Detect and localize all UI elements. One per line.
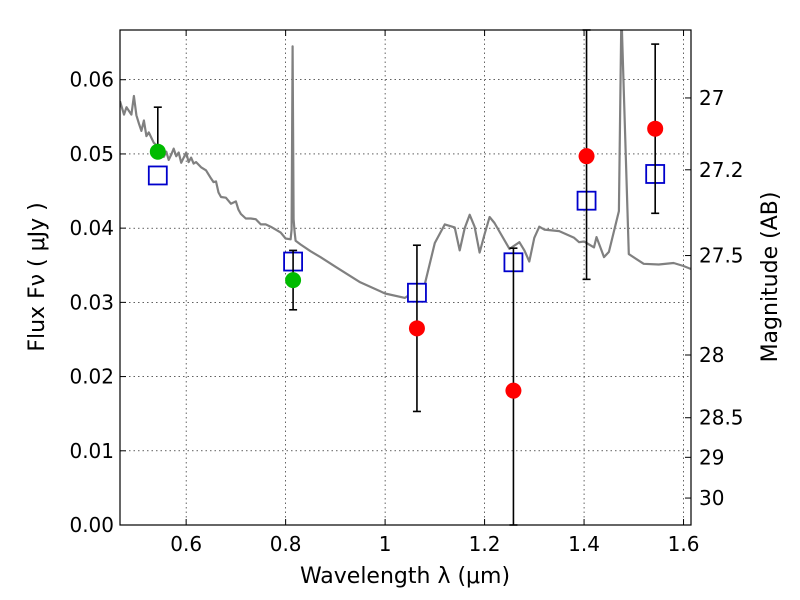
grid	[120, 30, 691, 526]
y-tick-label: 0.06	[69, 68, 114, 92]
x-tick-label: 0.6	[170, 532, 202, 556]
axes: 0.6 0.8 1 1.2 1.4 1.6 0.00 0.01 0.02 0.03 0.04 0.05…	[69, 30, 744, 556]
observed-flux-point	[578, 148, 595, 165]
x-axis-label: Wavelength λ (μm)	[300, 564, 510, 589]
y-tick-label: 0.01	[69, 439, 114, 463]
y-tick-label: 0.00	[69, 513, 114, 537]
observed-flux-point	[149, 143, 166, 160]
y2-tick-label: 28.5	[699, 406, 744, 430]
y2-tick-label: 27.5	[699, 244, 744, 268]
observed-flux-point	[505, 382, 522, 399]
y2-tick-label: 27	[699, 86, 724, 110]
observed-flux-point	[408, 320, 425, 337]
y2-tick-label: 28	[699, 343, 724, 367]
y2-tick-label: 29	[699, 445, 724, 469]
x-tick-label: 1.4	[568, 532, 600, 556]
model-flux-square	[147, 165, 168, 186]
x-tick-label: 1.2	[469, 532, 501, 556]
y-tick-label: 0.02	[69, 365, 114, 389]
x-tick-label: 1.6	[668, 532, 700, 556]
plot-frame	[119, 29, 692, 526]
y2-tick-label: 27.2	[699, 158, 744, 182]
observed-flux-point	[647, 120, 664, 137]
y-tick-label: 0.03	[69, 290, 114, 314]
markers	[147, 29, 666, 526]
y2-tick-label: 30	[699, 486, 724, 510]
observed-flux-point	[285, 272, 302, 289]
y-tick-label: 0.04	[69, 216, 114, 240]
x-tick-label: 1	[379, 532, 392, 556]
y2-axis-label: Magnitude (AB)	[758, 192, 783, 363]
y-axis-label: Flux Fν ( μJy )	[25, 202, 50, 351]
x-tick-label: 0.8	[270, 532, 302, 556]
y-tick-label: 0.05	[69, 142, 114, 166]
